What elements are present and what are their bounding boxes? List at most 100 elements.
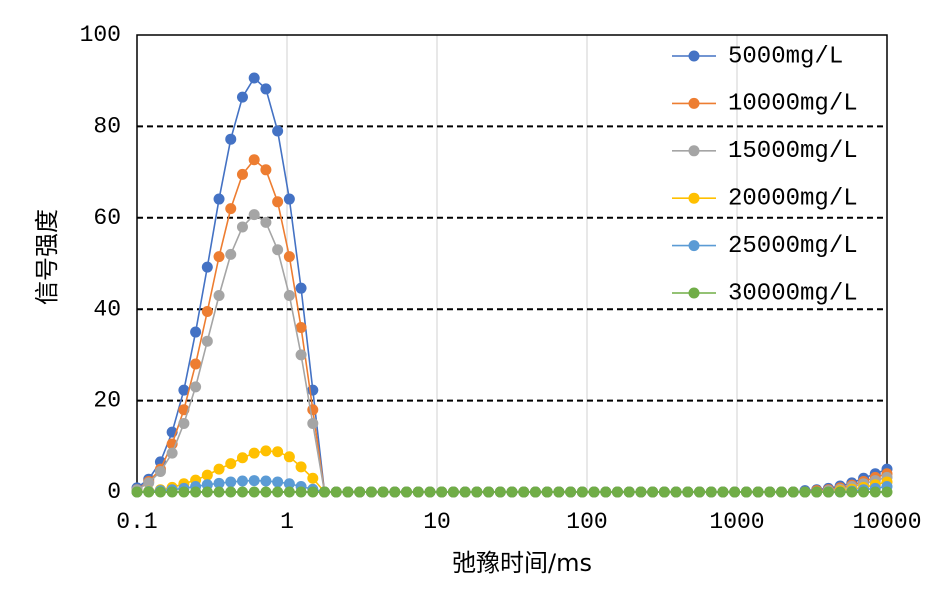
data-point bbox=[201, 261, 213, 273]
legend-label: 25000mg/L bbox=[728, 233, 858, 260]
data-point bbox=[858, 486, 870, 498]
data-point bbox=[225, 203, 237, 215]
legend-item: 15000mg/L bbox=[672, 138, 858, 165]
legend-marker bbox=[688, 192, 700, 204]
data-point bbox=[729, 486, 741, 498]
data-point bbox=[881, 486, 893, 498]
data-point bbox=[811, 486, 823, 498]
data-point bbox=[272, 446, 284, 458]
data-point bbox=[248, 486, 260, 498]
data-point bbox=[248, 475, 260, 487]
data-point bbox=[283, 251, 295, 263]
data-point bbox=[377, 486, 389, 498]
data-point bbox=[154, 465, 166, 477]
data-point bbox=[787, 486, 799, 498]
data-point bbox=[342, 486, 354, 498]
data-point bbox=[272, 476, 284, 488]
data-point bbox=[318, 486, 330, 498]
data-point bbox=[260, 486, 272, 498]
x-tick-label: 10 bbox=[423, 509, 451, 535]
data-point bbox=[260, 216, 272, 228]
data-point bbox=[190, 326, 202, 338]
legend-label: 5000mg/L bbox=[728, 43, 843, 70]
data-point bbox=[272, 125, 284, 137]
data-point bbox=[131, 486, 143, 498]
data-point bbox=[236, 221, 248, 233]
data-point bbox=[307, 486, 319, 498]
data-point bbox=[201, 469, 213, 481]
legend-label: 10000mg/L bbox=[728, 91, 858, 118]
data-point bbox=[518, 486, 530, 498]
legend-item: 30000mg/L bbox=[672, 280, 858, 307]
data-point bbox=[565, 486, 577, 498]
y-tick-labels: 0 20 40 60 80 100 bbox=[80, 22, 121, 505]
data-point bbox=[260, 445, 272, 457]
data-point bbox=[225, 458, 237, 470]
data-point bbox=[154, 486, 166, 498]
x-axis-label: 弛豫时间/ms bbox=[452, 549, 592, 577]
legend-item: 25000mg/L bbox=[672, 233, 858, 260]
data-point bbox=[213, 477, 225, 489]
data-point bbox=[225, 248, 237, 260]
series-6 bbox=[131, 486, 893, 498]
y-tick-label: 20 bbox=[93, 388, 121, 414]
data-point bbox=[436, 486, 448, 498]
data-point bbox=[213, 486, 225, 498]
data-point bbox=[143, 486, 155, 498]
legend-marker bbox=[688, 50, 700, 62]
data-point bbox=[401, 486, 413, 498]
data-point bbox=[201, 335, 213, 347]
x-tick-label: 1 bbox=[280, 509, 294, 535]
legend-label: 15000mg/L bbox=[728, 138, 858, 165]
data-point bbox=[447, 486, 459, 498]
y-tick-label: 0 bbox=[107, 479, 121, 505]
data-point bbox=[682, 486, 694, 498]
data-point bbox=[143, 477, 155, 489]
data-point bbox=[166, 486, 178, 498]
data-point bbox=[553, 486, 565, 498]
data-point bbox=[705, 486, 717, 498]
data-point bbox=[295, 349, 307, 361]
legend-label: 30000mg/L bbox=[728, 280, 858, 307]
y-tick-label: 80 bbox=[93, 113, 121, 139]
data-point bbox=[260, 83, 272, 95]
data-point bbox=[236, 168, 248, 180]
data-point bbox=[846, 486, 858, 498]
data-point bbox=[295, 461, 307, 473]
data-point bbox=[752, 486, 764, 498]
data-point bbox=[248, 154, 260, 166]
data-point bbox=[459, 486, 471, 498]
data-point bbox=[365, 486, 377, 498]
data-point bbox=[307, 404, 319, 416]
data-point bbox=[541, 486, 553, 498]
data-point bbox=[248, 209, 260, 221]
data-point bbox=[295, 282, 307, 294]
data-point bbox=[236, 452, 248, 464]
data-point bbox=[623, 486, 635, 498]
data-point bbox=[236, 91, 248, 103]
data-point bbox=[576, 486, 588, 498]
data-point bbox=[272, 486, 284, 498]
data-point bbox=[225, 133, 237, 145]
data-point bbox=[178, 384, 190, 396]
series-layer bbox=[131, 72, 893, 498]
data-point bbox=[764, 486, 776, 498]
data-point bbox=[236, 486, 248, 498]
legend: 5000mg/L 10000mg/L 15000mg/L 20000mg/L 25000… bbox=[672, 43, 858, 307]
data-point bbox=[225, 476, 237, 488]
legend-marker bbox=[688, 287, 700, 299]
data-point bbox=[201, 305, 213, 317]
data-point bbox=[178, 417, 190, 429]
data-point bbox=[272, 244, 284, 256]
data-point bbox=[506, 486, 518, 498]
x-tick-label: 10000 bbox=[852, 509, 921, 535]
legend-item: 20000mg/L bbox=[672, 186, 858, 213]
data-point bbox=[283, 289, 295, 301]
data-point bbox=[471, 486, 483, 498]
data-point bbox=[190, 486, 202, 498]
data-point bbox=[213, 463, 225, 475]
legend-marker bbox=[688, 145, 700, 157]
data-point bbox=[611, 486, 623, 498]
legend-item: 5000mg/L bbox=[672, 43, 843, 70]
data-point bbox=[307, 417, 319, 429]
